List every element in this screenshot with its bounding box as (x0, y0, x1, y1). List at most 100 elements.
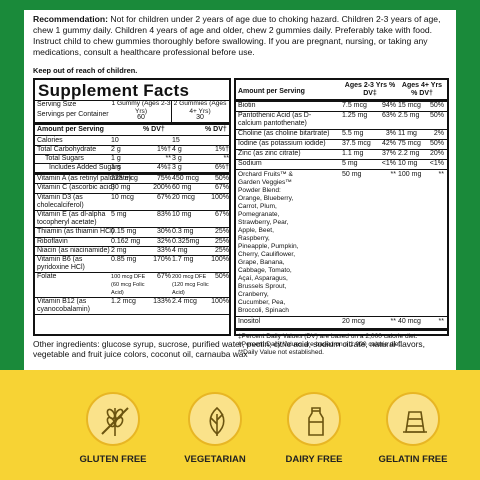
amount-col2: 75 mcg (398, 140, 421, 147)
amount-col1: 37.5 mcg (342, 140, 371, 147)
col2-header: 2 Gummies (Ages 4+ Yrs) (173, 100, 227, 115)
blend-dv-col2: ** (438, 171, 444, 178)
right-header-1: Ages 2-3 Yrs % DV‡ (344, 82, 396, 97)
blend-amount-col2: 100 mg (398, 171, 422, 178)
nutrient-name: Choline (as choline bitartrate) (238, 130, 330, 137)
amount-col2: 15 mcg (398, 102, 421, 109)
gluten-free-label: GLUTEN FREE (79, 454, 147, 465)
amount-col2: 10 mg (398, 160, 418, 167)
amount-col2: 450 mcg (172, 175, 199, 182)
dv-col2: <1% (429, 160, 444, 167)
right-amount-label: Amount per Serving (238, 88, 305, 95)
dv-col2: 50% (429, 140, 444, 147)
nutrient-name: Calories (37, 137, 63, 144)
milk-bottle-icon (308, 407, 324, 436)
rule-line (35, 272, 229, 273)
powder-blend: Orchard Fruits™ & Garden Veggies™ Powder… (238, 171, 299, 314)
dv-col1: 67% (156, 194, 171, 201)
dv-col2: 100% (211, 298, 229, 305)
rule-line (35, 135, 229, 136)
recommendation-heading: Recommendation: (33, 14, 108, 24)
blend-dv-col1: ** (390, 171, 396, 178)
amount-col2: 3 g (172, 164, 182, 171)
amount-col1: 1.2 mcg (111, 298, 136, 305)
dv-col2: 6%† (214, 164, 229, 171)
supplement-facts-panel: Supplement Facts Serving Size Servings pe… (33, 78, 231, 336)
recommendation-body: Not for children under 2 years of age du… (33, 14, 441, 57)
nutrient-name: Vitamin E (as dl-alpha tocopheryl acetat… (37, 211, 106, 226)
footnote: ‡Percent Daily Values (DV) are based on … (238, 333, 418, 340)
dv-col1: 75% (156, 175, 171, 182)
gelatin-free-badge (386, 392, 440, 446)
dv-col1: 37% (381, 150, 396, 157)
gelatin-free-label: GELATIN FREE (378, 454, 448, 465)
amount-col2: 4 mg (172, 247, 188, 254)
keep-out-warning: Keep out of reach of children. (33, 66, 138, 75)
nutrient-name: Riboflavin (37, 238, 68, 245)
rule-line (35, 145, 229, 146)
rule-line (35, 227, 229, 228)
dv-col1: 83% (156, 211, 171, 218)
rule-line (236, 169, 447, 170)
dairy-free-badge (287, 392, 341, 446)
amount-col2: 11 mg (398, 130, 417, 137)
nutrient-name: Vitamin A (as retinyl palmitate) (37, 175, 132, 182)
amount-col1: 30 mg (111, 184, 131, 191)
dairy-free-label: DAIRY FREE (285, 454, 343, 465)
dv-col1: 1%† (156, 146, 171, 153)
rule-line (35, 246, 229, 247)
green-border-left (0, 0, 24, 370)
amount-col1: 1.25 mg (342, 112, 368, 119)
amount-col1: 10 mcg (111, 194, 134, 201)
amount-col1: 1 g (111, 164, 121, 171)
amount-col1: 2 g (111, 146, 121, 153)
amount-col1: 1 g (111, 155, 121, 162)
dv-col1: 133% (153, 298, 171, 305)
amount-col2: 2.2 mg (398, 150, 420, 157)
wheat-crossed-icon (101, 407, 129, 436)
dv-col2: 20% (429, 150, 444, 157)
dv-col2: 100% (211, 194, 229, 201)
amount-col1: 5 mg (111, 211, 127, 218)
nutrient-name: Thiamin (as thiamin HCl) (37, 228, 115, 235)
gluten-free-badge (86, 392, 140, 446)
green-border-right (456, 0, 480, 370)
nutrient-name: Pantothenic Acid (as D-calcium pantothen… (238, 112, 312, 127)
inositol-dv-col1: ** (390, 318, 396, 325)
dv-col2: 1%† (214, 146, 229, 153)
rule-line (35, 154, 229, 155)
blend-amount-col1: 50 mg (342, 171, 362, 178)
dv-col2: 50% (214, 273, 229, 280)
amount-col2: 15 (172, 137, 180, 144)
facts-left-table: Serving Size Servings per Container 1 Gumm… (35, 100, 229, 336)
amount-col2: 200 mcg DFE (120 mcg Folic Acid) (172, 274, 209, 296)
recommendation-text: Recommendation: Not for children under 2… (33, 14, 451, 58)
column-divider (171, 100, 172, 122)
dv-col1: 67% (156, 273, 171, 280)
dv-col1: 94% (381, 102, 396, 109)
servings-per-container-label: Servings per Container (37, 111, 109, 118)
dv-col2: 25% (214, 228, 229, 235)
dv-header-2: % DV† (205, 126, 227, 133)
rule-line (236, 139, 447, 140)
dv-col1: 3% (385, 130, 396, 137)
rule-line (35, 255, 229, 256)
amount-col2: 0.325mg (172, 238, 200, 245)
green-border-top (0, 0, 480, 10)
rule-line (236, 316, 447, 317)
col1-header: 1 Gummy (Ages 2-3 Yrs) (111, 100, 171, 115)
nutrient-name: Folate (37, 273, 57, 280)
dv-header-1: % DV† (143, 126, 165, 133)
amount-col1: 0.162 mg (111, 238, 141, 245)
vegetarian-label: VEGETARIAN (184, 454, 246, 465)
dv-col1: 200% (153, 184, 171, 191)
amount-col2: 4 g (172, 146, 182, 153)
rule-line (236, 328, 447, 331)
dv-col2: ** (223, 155, 229, 162)
footnote: **Daily Value not established. (238, 349, 325, 356)
inositol-dv-col2: ** (438, 318, 444, 325)
rule-line (35, 163, 229, 164)
dv-col2: 100% (211, 256, 229, 263)
rule-line (236, 111, 447, 112)
